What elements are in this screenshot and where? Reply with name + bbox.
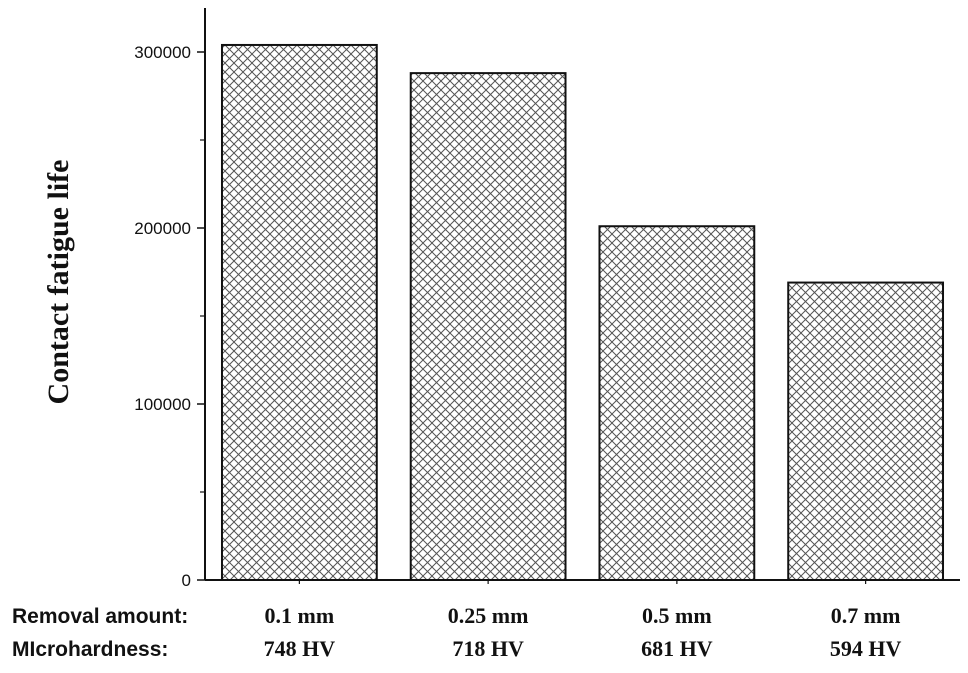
bar [409,72,567,582]
row-label-microhardness: MIcrohardness: [12,638,168,661]
hardness-label: 748 HV [264,636,336,661]
category-label: 0.7 mm [831,603,901,628]
hardness-label: 718 HV [452,636,524,661]
category-label: 0.5 mm [642,603,712,628]
y-tick-label: 100000 [134,395,191,414]
y-tick-label: 300000 [134,43,191,62]
category-label: 0.25 mm [448,603,529,628]
hardness-label: 594 HV [830,636,902,661]
category-label: 0.1 mm [265,603,335,628]
y-tick-label: 200000 [134,219,191,238]
bar [787,281,945,581]
bar [220,43,378,581]
row-label-removal-amount: Removal amount: [12,605,188,628]
hardness-label: 681 HV [641,636,713,661]
y-axis-label: Contact fatigue life [42,160,75,405]
bar [598,225,756,582]
y-tick-label: 0 [182,571,191,590]
